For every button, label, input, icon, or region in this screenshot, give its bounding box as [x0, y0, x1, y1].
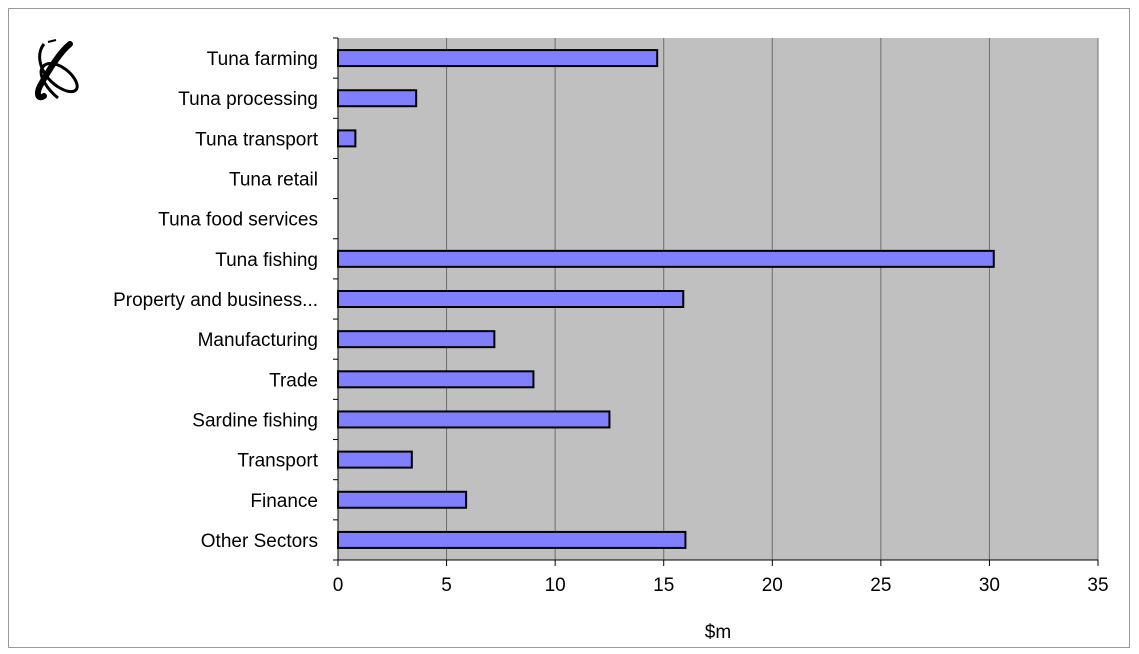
bars — [337, 49, 995, 549]
bar — [337, 249, 995, 268]
bar — [337, 410, 611, 429]
category-label: Tuna retail — [229, 170, 318, 191]
bar — [337, 490, 468, 509]
category-label: Finance — [250, 491, 318, 512]
x-tick-label: 10 — [545, 575, 566, 596]
x-tick-label: 0 — [333, 575, 344, 596]
bar — [337, 89, 418, 108]
bar — [337, 290, 685, 308]
x-tick-label: 35 — [1087, 575, 1108, 596]
bar — [337, 129, 357, 148]
bar — [337, 330, 496, 349]
bar — [337, 450, 413, 469]
x-tick-labels: 0 5 10 15 20 25 30 35 — [333, 575, 1109, 596]
x-tick-label: 30 — [979, 575, 1000, 596]
bar — [337, 49, 659, 68]
category-label: Sardine fishing — [192, 410, 318, 431]
x-tick-label: 5 — [441, 575, 452, 596]
category-label: Tuna food services — [158, 210, 318, 231]
category-label: Tuna processing — [178, 89, 318, 110]
x-axis-title: $m — [705, 622, 731, 643]
category-label: Property and business... — [113, 290, 318, 311]
axes — [333, 37, 1099, 566]
category-label: Tuna fishing — [215, 250, 318, 271]
category-label: Tuna transport — [195, 129, 319, 150]
x-tick-label: 25 — [870, 575, 891, 596]
orbit-ribbon-logo-icon — [34, 39, 79, 101]
bar — [337, 530, 687, 549]
x-tick-label: 20 — [762, 575, 783, 596]
category-labels: Tuna farming Tuna processing Tuna transpor… — [113, 49, 319, 552]
category-label: Manufacturing — [198, 330, 318, 351]
category-label: Trade — [269, 370, 318, 391]
bar — [337, 370, 535, 389]
x-tick-label: 15 — [653, 575, 674, 596]
category-label: Transport — [237, 451, 318, 472]
category-label: Tuna farming — [207, 49, 318, 70]
category-label: Other Sectors — [201, 531, 318, 552]
